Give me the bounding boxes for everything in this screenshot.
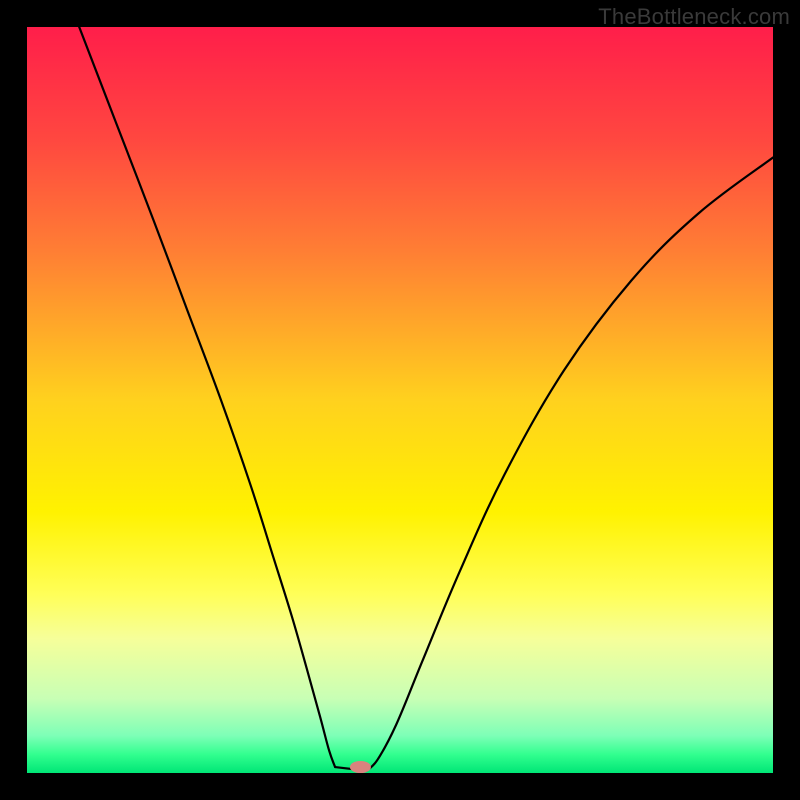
watermark-text: TheBottleneck.com bbox=[598, 4, 790, 30]
plot-area bbox=[27, 27, 773, 773]
curve-minimum-marker bbox=[350, 761, 370, 773]
chart-curve bbox=[27, 27, 773, 773]
chart-frame: TheBottleneck.com bbox=[0, 0, 800, 800]
